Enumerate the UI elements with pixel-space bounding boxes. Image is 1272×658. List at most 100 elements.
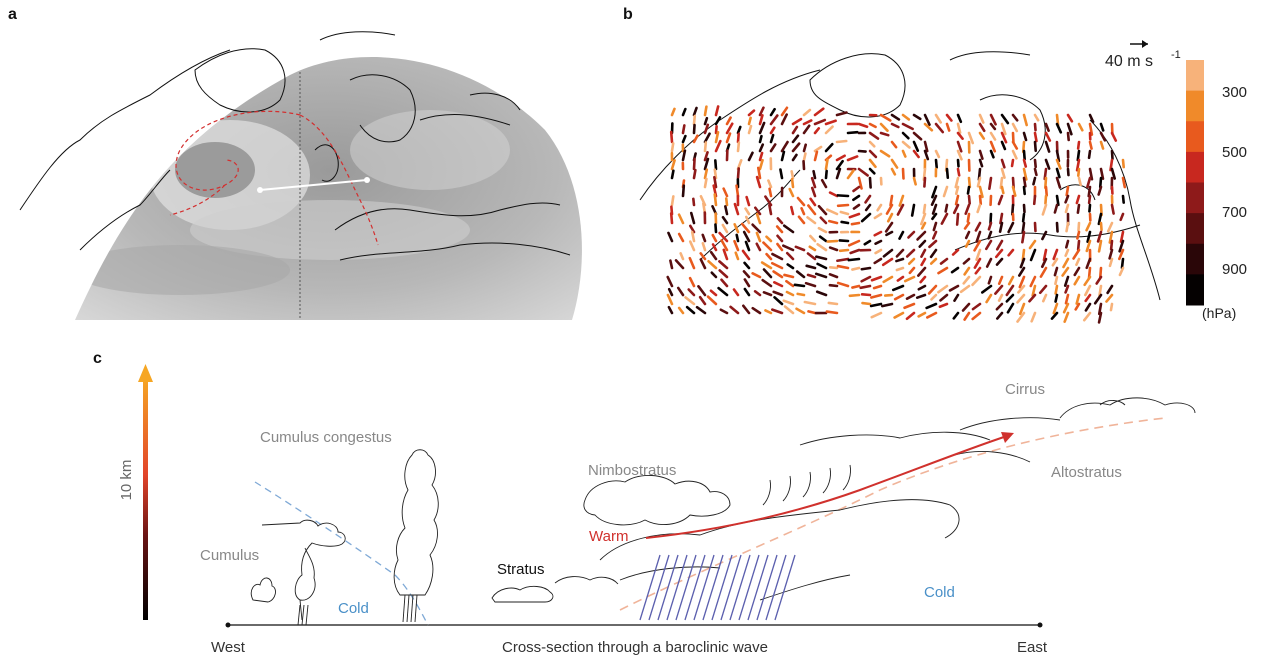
wind-vector <box>725 132 732 144</box>
wind-vector <box>820 178 828 189</box>
wind-vector <box>1028 239 1037 250</box>
wind-vector <box>1098 284 1103 297</box>
wind-vector <box>755 212 762 225</box>
wind-vector <box>669 130 674 144</box>
wind-vector <box>962 275 971 285</box>
wind-vector <box>782 224 795 234</box>
wind-vector <box>1054 275 1059 286</box>
wind-vector <box>703 151 709 162</box>
wind-vector <box>989 149 995 159</box>
wind-vector <box>769 143 777 153</box>
wind-scale-arrow <box>1130 40 1148 48</box>
wind-vector <box>790 205 795 216</box>
wind-vector <box>772 270 784 279</box>
wind-vector <box>1061 266 1070 277</box>
wind-vector <box>677 306 685 315</box>
rain-streak <box>765 554 787 621</box>
wind-vector <box>874 248 883 255</box>
wind-vector <box>907 230 916 239</box>
wind-vector <box>1011 113 1019 122</box>
wind-vector <box>864 194 872 204</box>
wind-vector <box>917 266 927 277</box>
wind-vector <box>835 111 848 117</box>
wind-vector <box>1097 212 1103 226</box>
wind-vector <box>942 185 949 198</box>
wind-vector <box>849 248 861 255</box>
wind-vector <box>806 216 817 225</box>
wind-vector <box>850 221 861 226</box>
wind-vector <box>751 272 762 279</box>
wind-vector <box>1066 122 1073 136</box>
wind-vector <box>809 234 817 243</box>
wind-vector <box>1084 293 1092 303</box>
wind-vector <box>973 257 982 269</box>
wind-vector <box>755 231 762 243</box>
wind-vector <box>762 241 773 252</box>
colorbar-tick-700: 700 <box>1222 204 1247 221</box>
wind-vector <box>802 119 813 126</box>
wind-vector <box>847 239 861 247</box>
wind-vector <box>796 196 806 207</box>
rain-streak <box>666 554 688 621</box>
wind-vector <box>816 242 828 252</box>
wind-vector <box>751 306 762 315</box>
wind-vector <box>931 185 938 199</box>
colorbar-segment <box>1186 243 1204 275</box>
wind-vector <box>762 291 773 297</box>
wind-vector <box>988 176 993 191</box>
wind-vector <box>1041 293 1048 303</box>
rain-streak <box>774 554 796 621</box>
wind-vector <box>1119 230 1125 243</box>
cirrus-cloud <box>1059 397 1196 419</box>
ice-crystal-hooks <box>762 464 851 506</box>
altostratus-label: Altostratus <box>1051 464 1122 481</box>
wind-vector <box>790 170 795 180</box>
wind-vector <box>769 107 776 117</box>
wind-vector <box>689 211 696 225</box>
wind-vector <box>994 248 1004 259</box>
wind-vector <box>1010 203 1015 216</box>
wind-vector <box>1044 194 1048 205</box>
wind-vector <box>1064 293 1070 305</box>
wind-vector <box>846 130 859 135</box>
colorbar-segment <box>1186 60 1204 92</box>
wind-vector <box>1096 230 1103 243</box>
wind-vector <box>674 259 685 270</box>
rain-streak <box>702 554 724 621</box>
wind-vector <box>1085 221 1092 232</box>
wind-vector <box>1088 140 1093 150</box>
wind-vector <box>836 264 850 270</box>
wind-vector <box>928 239 938 249</box>
wind-vector <box>776 242 784 252</box>
wind-vector <box>880 302 894 308</box>
wind-vector <box>780 140 789 153</box>
wind-vector <box>813 118 827 126</box>
wind-vector <box>1005 293 1015 303</box>
wind-vector <box>978 122 986 133</box>
wind-vector <box>758 121 766 135</box>
wind-vector <box>857 167 869 177</box>
wind-vector <box>967 194 971 205</box>
wind-vector <box>828 266 839 270</box>
wind-vector <box>765 235 773 243</box>
wind-vector <box>835 167 842 180</box>
wind-vector <box>1041 230 1048 241</box>
wind-vector <box>905 311 916 321</box>
cumulus-label: Cumulus <box>200 547 259 564</box>
wind-vector <box>667 305 674 315</box>
wind-vector <box>931 212 938 221</box>
wind-vector <box>758 114 764 126</box>
wind-vector <box>758 143 765 153</box>
wind-vector <box>868 122 877 129</box>
west-label: West <box>211 639 246 656</box>
wind-vector <box>836 203 850 208</box>
wind-vector <box>885 203 894 215</box>
wind-vector <box>1032 176 1037 186</box>
wind-vector <box>703 168 709 180</box>
cumulus-cloud <box>250 577 276 603</box>
wind-vector <box>962 257 971 265</box>
wind-vector <box>1076 203 1081 214</box>
wind-vector <box>692 106 698 117</box>
wind-vector <box>939 257 949 265</box>
